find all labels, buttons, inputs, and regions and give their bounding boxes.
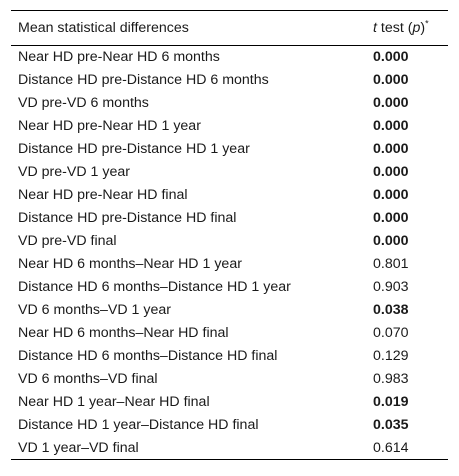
table-row: Near HD pre-Near HD final 0.000 [11, 184, 448, 207]
row-p-value: 0.129 [373, 348, 409, 364]
table-row: VD 6 months–VD 1 year 0.038 [11, 299, 448, 322]
table-row: VD pre-VD final 0.000 [11, 230, 448, 253]
table-row: VD 6 months–VD final 0.983 [11, 368, 448, 391]
row-p-value: 0.903 [373, 279, 409, 295]
row-p-value: 0.000 [373, 49, 409, 66]
header-asterisk: * [425, 18, 429, 29]
table-row: Distance HD pre-Distance HD final 0.000 [11, 207, 448, 230]
table-row: VD pre-VD 6 months 0.000 [11, 92, 448, 115]
row-p-value: 0.801 [373, 256, 409, 272]
row-label: Near HD 6 months–Near HD final [18, 325, 229, 341]
table-row: Near HD 6 months–Near HD final 0.070 [11, 322, 448, 345]
row-p-value: 0.000 [373, 72, 409, 88]
table-row: Near HD pre-Near HD 6 months 0.000 [11, 46, 448, 69]
row-p-value: 0.614 [373, 439, 409, 456]
table-row: Near HD 6 months–Near HD 1 year 0.801 [11, 253, 448, 276]
row-label: Distance HD 6 months–Distance HD final [18, 348, 278, 364]
row-label: Near HD pre-Near HD final [18, 187, 188, 203]
row-label: Distance HD 1 year–Distance HD final [18, 417, 259, 433]
header-ttest: t test (p)* [373, 11, 448, 46]
table-row: Near HD pre-Near HD 1 year 0.000 [11, 115, 448, 138]
table-row: VD pre-VD 1 year 0.000 [11, 161, 448, 184]
row-label: Distance HD pre-Distance HD final [18, 210, 237, 226]
row-p-value: 0.983 [373, 371, 409, 387]
row-label: VD 1 year–VD final [18, 439, 139, 456]
table-row: Distance HD pre-Distance HD 1 year 0.000 [11, 138, 448, 161]
row-p-value: 0.000 [373, 118, 409, 134]
header-p: p [412, 20, 421, 36]
row-p-value: 0.000 [373, 95, 409, 111]
statistics-table: Mean statistical differences t test (p)*… [11, 10, 448, 460]
row-label: VD 6 months–VD 1 year [18, 302, 171, 318]
row-p-value: 0.000 [373, 141, 409, 157]
row-label: Distance HD pre-Distance HD 6 months [18, 72, 269, 88]
table-row: Distance HD 6 months–Distance HD final 0.… [11, 345, 448, 368]
row-p-value: 0.035 [373, 417, 409, 433]
row-label: Near HD pre-Near HD 1 year [18, 118, 201, 134]
table-body: Near HD pre-Near HD 6 months 0.000 Distanc… [11, 46, 448, 460]
row-label: Near HD pre-Near HD 6 months [18, 49, 220, 66]
row-label: VD pre-VD 6 months [18, 95, 149, 111]
table-row: Distance HD 6 months–Distance HD 1 year 0… [11, 276, 448, 299]
row-p-value: 0.070 [373, 325, 409, 341]
header-row: Mean statistical differences t test (p)* [11, 10, 448, 46]
header-close-paren: ) [420, 20, 426, 36]
row-label: Near HD 1 year–Near HD final [18, 394, 210, 410]
table-row: VD 1 year–VD final 0.614 [11, 437, 448, 460]
row-p-value: 0.000 [373, 187, 409, 203]
row-p-value: 0.000 [373, 164, 409, 180]
row-label: Near HD 6 months–Near HD 1 year [18, 256, 242, 272]
table-row: Distance HD pre-Distance HD 6 months 0.00… [11, 69, 448, 92]
table-header: Mean statistical differences t test (p)* [11, 10, 448, 46]
row-p-value: 0.000 [373, 233, 409, 249]
row-label: VD pre-VD 1 year [18, 164, 130, 180]
row-label: VD pre-VD final [18, 233, 117, 249]
header-test-text: test ( [376, 20, 413, 36]
row-label: Distance HD 6 months–Distance HD 1 year [18, 279, 291, 295]
row-p-value: 0.000 [373, 210, 409, 226]
header-t: t [373, 20, 377, 36]
table-row: Near HD 1 year–Near HD final 0.019 [11, 391, 448, 414]
header-label: Mean statistical differences [18, 20, 189, 36]
table-row: Distance HD 1 year–Distance HD final 0.03… [11, 414, 448, 437]
row-label: Distance HD pre-Distance HD 1 year [18, 141, 250, 157]
statistics-table-container: Mean statistical differences t test (p)*… [11, 10, 448, 460]
row-p-value: 0.019 [373, 394, 409, 410]
row-p-value: 0.038 [373, 302, 409, 318]
row-label: VD 6 months–VD final [18, 371, 158, 387]
